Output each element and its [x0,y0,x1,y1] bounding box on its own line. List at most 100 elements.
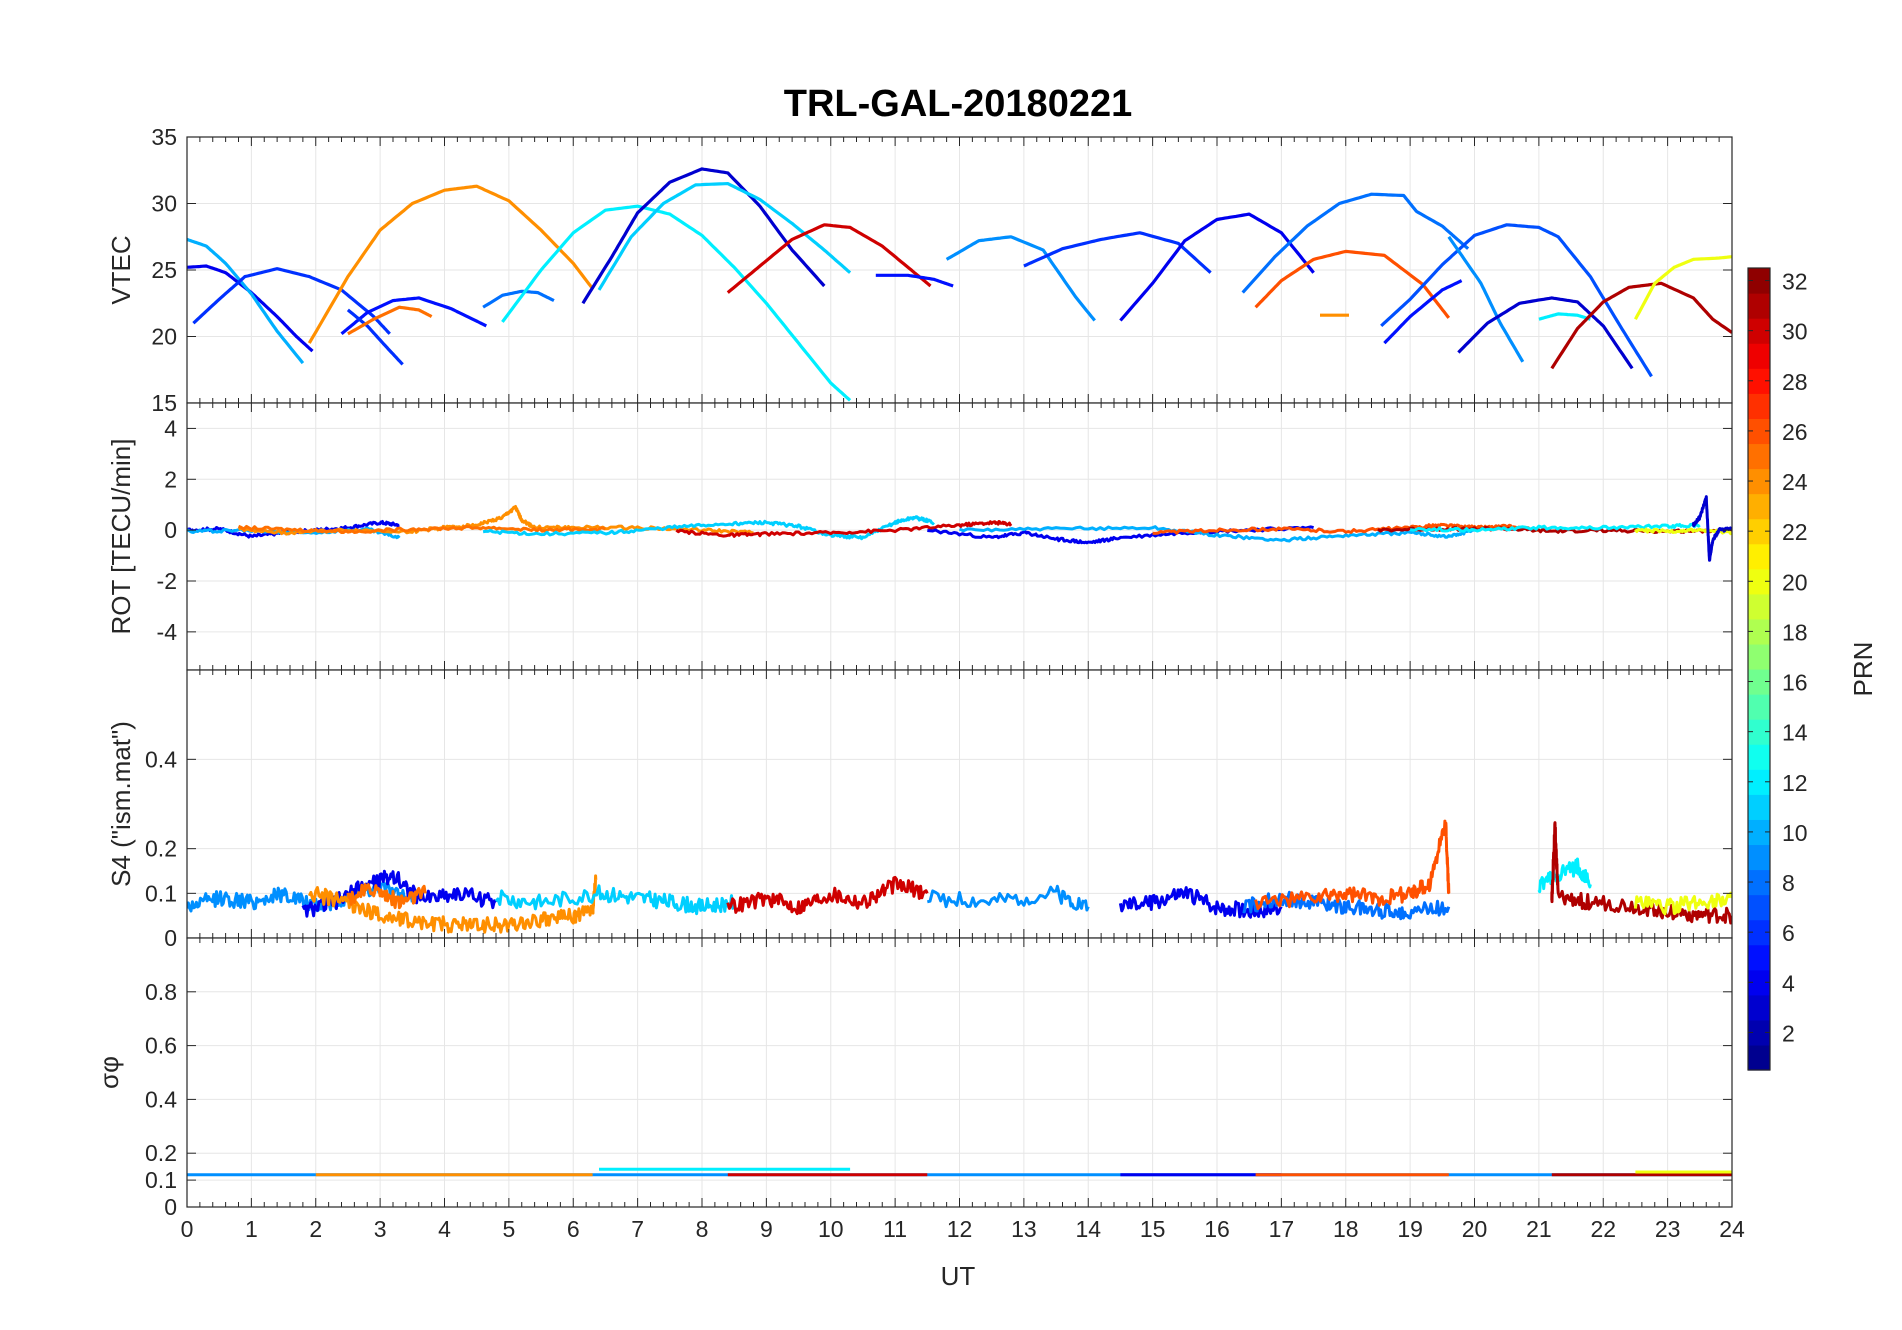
colorbar-tick-label: 32 [1782,269,1808,295]
series-prn-8 [1241,192,1470,294]
x-tick-label: 0 [181,1216,194,1242]
series-prn-31 [1550,281,1732,370]
x-tick-label: 6 [567,1216,580,1242]
series-prn-9 [945,235,1096,322]
colorbar-cell [1748,643,1770,670]
y-tick-label: 0 [164,1194,177,1220]
series-prn-9 [1447,235,1525,363]
y-tick-label: -2 [157,568,177,594]
colorbar-box [1747,267,1771,1071]
colorbar-cell [1748,869,1770,896]
colorbar-cell [1748,919,1770,946]
series-prn-26 [1254,819,1451,911]
series-prn-31 [1550,821,1732,925]
colorbar-cell [1748,694,1770,720]
x-tick-label: 9 [760,1216,773,1242]
series-group [187,1167,1732,1177]
series-prn-25 [237,524,606,534]
colorbar-cell [1748,293,1770,319]
colorbar-cell [1748,393,1770,419]
colorbar-tick-label: 14 [1782,720,1808,746]
colorbar-tick-label: 4 [1782,970,1795,996]
y-tick-label: 0.6 [145,1033,177,1059]
colorbar-cell [1748,468,1770,495]
x-tick-label: 24 [1719,1216,1745,1242]
chart-title: TRL-GAL-20180221 [784,83,1132,125]
y-tick-label: 0.2 [145,1140,177,1166]
x-tick-label: 22 [1590,1216,1616,1242]
x-axis-label: UT [941,1261,976,1291]
colorbar-cell [1748,894,1770,921]
x-tick-label: 5 [502,1216,515,1242]
colorbar-label: PRN [1848,642,1878,697]
series-prn-3 [1457,296,1634,370]
colorbar-cell [1748,268,1770,294]
y-tick-label: 0.2 [145,836,177,862]
colorbar-tick-label: 18 [1782,619,1808,645]
x-tick-label: 18 [1333,1216,1359,1242]
x-tick-label: 20 [1462,1216,1488,1242]
series-prn-5 [1383,279,1463,345]
series-prn-6 [1023,231,1212,274]
y-axis-label: VTEC [106,235,136,304]
y-tick-label: 0.4 [145,1086,177,1112]
colorbar-cell [1748,343,1770,369]
series-prn-3 [581,167,826,305]
panel-1: 15 20 25 30 35 VTEC [106,124,1733,416]
series-prn-5 [875,273,954,288]
panel-3: 0 0.1 0.2 0.4 S4 ("ism.mat") [106,669,1733,951]
colorbar-cell [1748,618,1770,645]
y-tick-label: 30 [151,191,177,217]
colorbar-cell [1748,318,1770,344]
series-prn-12 [1538,312,1591,321]
series-prn-20 [1633,255,1732,320]
series-prn-5 [340,296,488,336]
x-tick-label: 12 [947,1216,973,1242]
x-tick-label: 19 [1397,1216,1423,1242]
x-tick-label: 2 [309,1216,322,1242]
series-prn-4 [1118,886,1283,919]
series-prn-25 [347,305,433,336]
y-tick-label: 25 [151,257,177,283]
colorbar-cell [1748,418,1770,445]
series-prn-11 [597,182,852,291]
y-tick-label: 0.1 [145,880,177,906]
x-tick-label: 14 [1075,1216,1101,1242]
series-prn-10 [958,525,1475,543]
colorbar-cell [1748,568,1770,595]
x-tick-label: 13 [1011,1216,1037,1242]
x-tick-label: 7 [631,1216,644,1242]
series-prn-20 [1634,527,1732,536]
series-prn-20 [1633,891,1732,916]
y-tick-label: 2 [164,466,177,492]
x-tick-label: 15 [1140,1216,1166,1242]
panel-4: 00.10.2 0.4 0.6 0.8 σφ [94,937,1733,1220]
y-tick-label: 15 [151,390,177,416]
colorbar-cell [1748,669,1770,695]
colorbar-tick-label: 2 [1782,1020,1795,1046]
x-tick-label: 8 [696,1216,709,1242]
series-prn-30 [675,520,1013,538]
panel-2: -4 -2 0 2 4 ROT [TECU/min] [106,402,1733,671]
colorbar-cell [1748,493,1770,520]
x-tick-label: 11 [883,1216,907,1242]
y-tick-label: 20 [151,324,177,350]
series-prn-12 [501,204,852,402]
x-tick-label: 21 [1526,1216,1552,1242]
y-axis-label: S4 ("ism.mat") [106,721,136,887]
x-tick-label: 17 [1269,1216,1295,1242]
series-prn-3 [1691,495,1732,562]
y-axis-label: σφ [94,1056,124,1089]
series-prn-11 [482,515,935,541]
colorbar-cell [1748,794,1770,820]
y-tick-label: 0.1 [145,1167,177,1193]
colorbar-tick-label: 12 [1782,770,1808,796]
series-prn-30 [726,223,932,294]
colorbar-cell [1748,769,1770,795]
series-prn-24 [307,184,594,344]
series-prn-25 [346,883,427,910]
series-prn-12 [1409,522,1701,533]
